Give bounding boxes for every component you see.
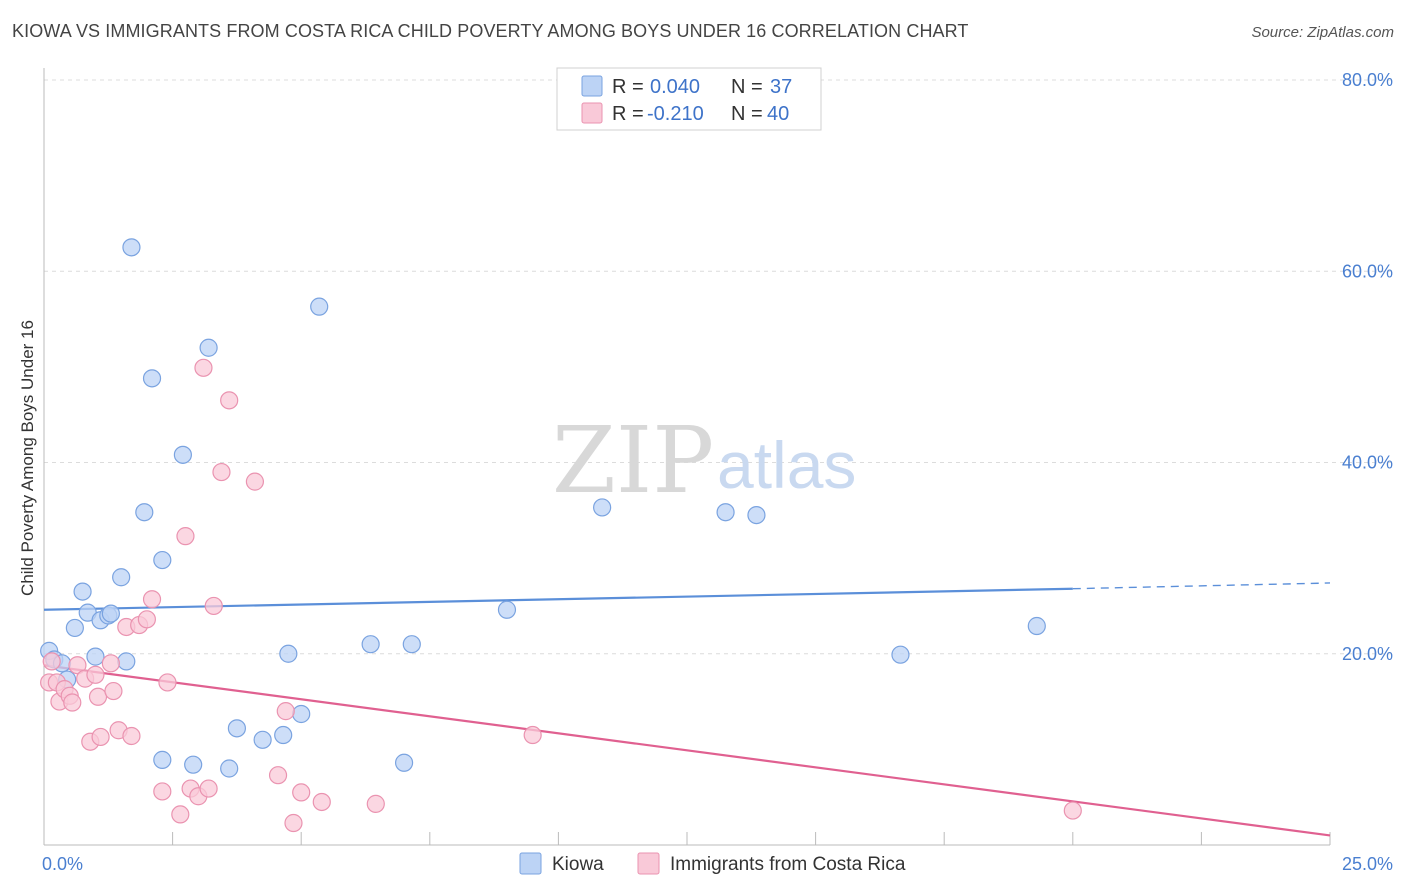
grid-lines [44, 79, 1394, 655]
data-point-series-0 [173, 445, 192, 464]
data-point-series-0 [593, 498, 612, 517]
data-point-series-0 [274, 725, 293, 745]
trendlines [43, 582, 1331, 837]
data-point-series-0 [220, 759, 239, 778]
data-point-series-0 [65, 618, 84, 638]
data-point-series-0 [279, 644, 298, 663]
data-point-series-0 [402, 635, 421, 654]
data-point-series-0 [497, 600, 517, 619]
y-tick-labels: 20.0% 40.0% 60.0% 80.0% [1342, 70, 1393, 664]
legend-r-label-kiowa: R = [612, 76, 644, 98]
legend-n-label-costa-rica: N = [731, 103, 763, 125]
data-point-series-1 [523, 725, 542, 745]
data-point-series-1 [204, 596, 223, 616]
data-point-series-1 [276, 702, 295, 721]
data-point-series-0 [227, 719, 246, 738]
data-point-series-0 [86, 647, 105, 666]
data-point-series-0 [394, 753, 414, 772]
source-label: Source: ZipAtlas.com [1251, 24, 1394, 41]
data-point-series-0 [153, 750, 172, 769]
data-point-series-1 [91, 727, 110, 747]
data-point-series-0 [184, 755, 203, 774]
data-point-series-1 [104, 681, 123, 701]
data-point-series-1 [245, 472, 265, 491]
data-point-series-1 [101, 654, 120, 673]
legend-r-value-kiowa: 0.040 [650, 76, 700, 98]
data-point-series-1 [312, 792, 331, 812]
trendline-0 [43, 587, 1073, 611]
data-point-series-0 [112, 568, 131, 587]
trendline-1 [43, 664, 1331, 837]
legend-n-value-costa-rica: 40 [767, 103, 789, 125]
data-point-series-1 [194, 358, 213, 377]
data-point-series-1 [1063, 801, 1082, 820]
data-point-series-1 [220, 391, 239, 410]
data-point-series-0 [292, 704, 311, 724]
data-point-series-1 [122, 726, 141, 746]
legend-swatch-kiowa [581, 75, 603, 97]
x-tick-label: 25.0% [1342, 854, 1393, 874]
chart-title: KIOWA VS IMMIGRANTS FROM COSTA RICA CHIL… [12, 21, 969, 41]
data-point-series-0 [716, 503, 735, 522]
data-point-series-0 [310, 297, 329, 316]
data-point-series-1 [88, 687, 108, 706]
legend-r-label-costa-rica: R = [612, 103, 644, 125]
y-tick-label: 20.0% [1342, 644, 1393, 664]
bottom-legend-swatch-kiowa [519, 852, 542, 875]
bottom-legend-label-costa-rica: Immigrants from Costa Rica [670, 854, 906, 875]
stats-legend: R = 0.040 N = 37 R = -0.210 N = 40 [556, 67, 822, 131]
data-point-series-0 [361, 635, 380, 654]
data-point-series-1 [176, 527, 195, 546]
legend-swatch-costa-rica [581, 102, 603, 124]
y-tick-label: 60.0% [1342, 261, 1393, 281]
data-point-series-1 [142, 590, 162, 609]
data-point-series-0 [153, 550, 172, 570]
data-point-series-1 [137, 610, 156, 629]
data-point-series-1 [68, 656, 87, 675]
data-point-series-1 [199, 779, 218, 798]
data-point-series-0 [101, 604, 120, 623]
data-points [40, 238, 1082, 833]
data-point-series-1 [42, 652, 61, 671]
data-point-series-0 [135, 503, 154, 522]
data-point-series-0 [122, 238, 141, 257]
legend-n-label-kiowa: N = [731, 76, 763, 98]
data-point-series-1 [153, 782, 172, 801]
data-point-series-0 [199, 338, 218, 357]
data-point-series-1 [63, 693, 82, 712]
data-point-series-0 [253, 730, 272, 749]
data-point-series-0 [1027, 616, 1046, 636]
data-point-series-1 [212, 462, 231, 482]
legend-r-value-costa-rica: -0.210 [647, 103, 704, 125]
data-point-series-1 [86, 665, 105, 684]
bottom-legend-label-kiowa: Kiowa [552, 854, 604, 875]
x-tick-label: 0.0% [42, 854, 83, 874]
x-ticks: 0.0% 25.0% [42, 832, 1393, 874]
data-point-series-1 [171, 805, 190, 824]
data-point-series-0 [747, 505, 766, 525]
y-tick-label: 80.0% [1342, 70, 1393, 90]
y-axis-label: Child Poverty Among Boys Under 16 [18, 320, 37, 596]
data-point-series-1 [292, 783, 311, 802]
data-point-series-1 [158, 673, 177, 692]
watermark-atlas: atlas [717, 428, 856, 502]
series-legend: Kiowa Immigrants from Costa Rica [519, 852, 906, 875]
watermark-zip: ZIP [552, 407, 714, 514]
data-point-series-0 [117, 652, 136, 671]
data-point-series-1 [366, 794, 385, 813]
data-point-series-0 [73, 582, 92, 601]
data-point-series-1 [268, 766, 288, 785]
bottom-legend-swatch-costa-rica [637, 852, 660, 875]
y-tick-label: 40.0% [1342, 453, 1393, 473]
legend-n-value-kiowa: 37 [770, 76, 792, 98]
data-point-series-0 [891, 645, 910, 664]
trendline-extension-0 [1072, 582, 1331, 590]
data-point-series-0 [142, 369, 162, 388]
data-point-series-1 [284, 813, 303, 833]
